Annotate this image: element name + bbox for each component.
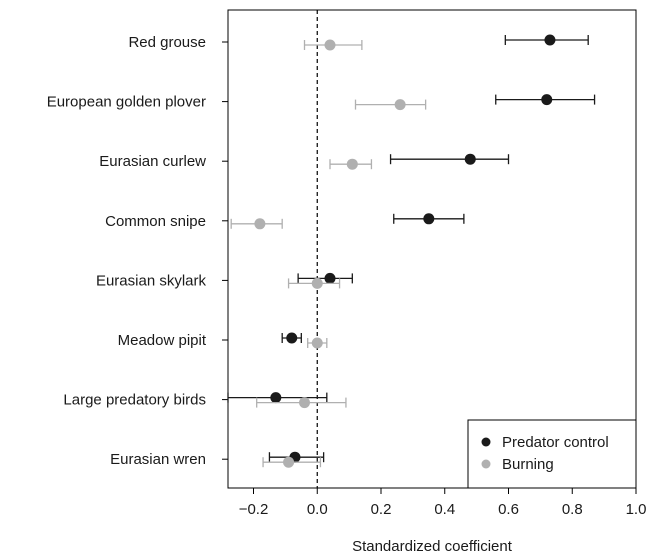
category-label: Common snipe — [105, 213, 206, 230]
data-point — [286, 332, 298, 344]
data-point — [423, 213, 435, 225]
x-tick-label: 0.6 — [498, 501, 519, 518]
legend: Predator control Burning — [467, 419, 637, 489]
data-point — [394, 99, 406, 111]
category-label: Eurasian curlew — [99, 153, 206, 170]
x-tick-label: 0.8 — [562, 501, 583, 518]
data-point — [270, 392, 282, 404]
legend-label: Predator control — [502, 434, 609, 451]
data-point — [311, 277, 323, 289]
data-point — [299, 397, 310, 409]
data-point — [254, 218, 266, 230]
data-point — [544, 34, 556, 46]
series-burning — [230, 39, 427, 468]
category-label: Red grouse — [128, 34, 206, 51]
data-point — [311, 337, 323, 349]
legend-label: Burning — [502, 456, 554, 473]
x-tick-label: 0.2 — [371, 501, 392, 518]
category-label: Meadow pipit — [118, 332, 207, 349]
category-label: Eurasian wren — [110, 451, 206, 468]
plot-frame — [227, 9, 637, 489]
x-tick-label: −0.2 — [239, 501, 269, 518]
data-point — [346, 158, 358, 170]
data-point — [324, 272, 336, 284]
data-point — [541, 94, 553, 106]
legend-marker — [481, 459, 491, 469]
legend-box — [467, 419, 637, 489]
series-predator-control — [227, 34, 596, 463]
x-axis-title: Standardized coefficient — [352, 538, 513, 555]
category-axis: Red grouse European golden plover Eurasian… — [47, 34, 228, 468]
category-label: European golden plover — [47, 94, 206, 111]
data-point — [283, 456, 295, 468]
category-label: Eurasian skylark — [96, 272, 207, 289]
data-point — [464, 153, 476, 165]
legend-marker — [481, 437, 491, 447]
x-axis: −0.2 0.0 0.2 0.4 0.6 0.8 1.0 — [239, 488, 647, 518]
x-tick-label: 0.4 — [434, 501, 455, 518]
x-tick-label: 0.0 — [307, 501, 328, 518]
x-tick-label: 1.0 — [626, 501, 647, 518]
data-point — [324, 39, 336, 51]
category-label: Large predatory birds — [63, 392, 206, 409]
series-layer — [227, 34, 596, 468]
